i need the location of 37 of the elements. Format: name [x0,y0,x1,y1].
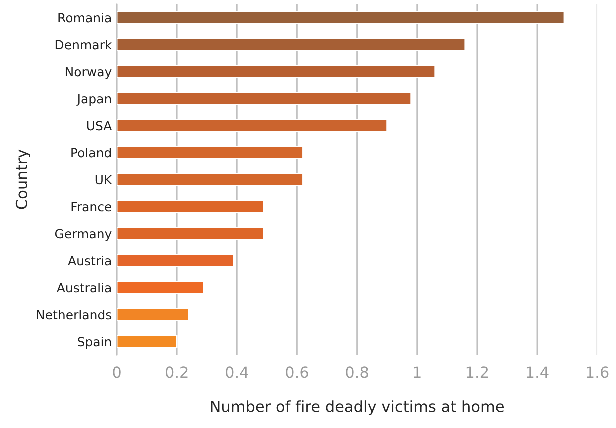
y-tick-label: Austria [68,256,112,266]
y-tick-label: France [72,202,112,212]
bar [117,92,412,106]
y-tick-label: Poland [72,148,112,158]
bar [117,308,190,322]
x-tick-label: 0.8 [346,366,368,378]
x-tick-label: 1 [414,366,421,378]
bar [117,280,205,295]
y-tick-label: Australia [56,283,112,293]
y-tick-label: Netherlands [37,310,112,320]
bar [117,334,178,349]
bar [117,172,304,187]
bar [117,65,436,79]
bar [117,38,466,52]
y-tick-label: USA [87,121,112,131]
y-tick-label: Romania [58,13,112,23]
y-tick-label: Spain [78,336,112,350]
bar [117,200,265,214]
y-tick-label: Japan [76,94,112,106]
y-axis-title: Country [16,150,30,210]
bar [117,226,265,241]
x-tick-label: 1.4 [526,366,549,378]
bar [117,11,566,25]
y-tick-label: Norway [66,67,112,80]
x-tick-label: 0.6 [286,366,308,378]
y-tick-label: Germany [55,229,112,242]
x-tick-label: 1.6 [587,366,609,378]
x-axis-title: Number of fire deadly victims at home [211,400,504,416]
x-tick-label: 0.4 [226,366,248,378]
bar [117,254,235,268]
x-tick-label: 1.2 [466,366,488,378]
bar [117,146,304,160]
y-tick-label: UK [96,175,112,185]
x-tick-label: 0.2 [166,366,188,378]
y-tick-label: Denmark [56,40,112,50]
bar [117,118,388,133]
x-tick-label: 0 [113,366,121,378]
